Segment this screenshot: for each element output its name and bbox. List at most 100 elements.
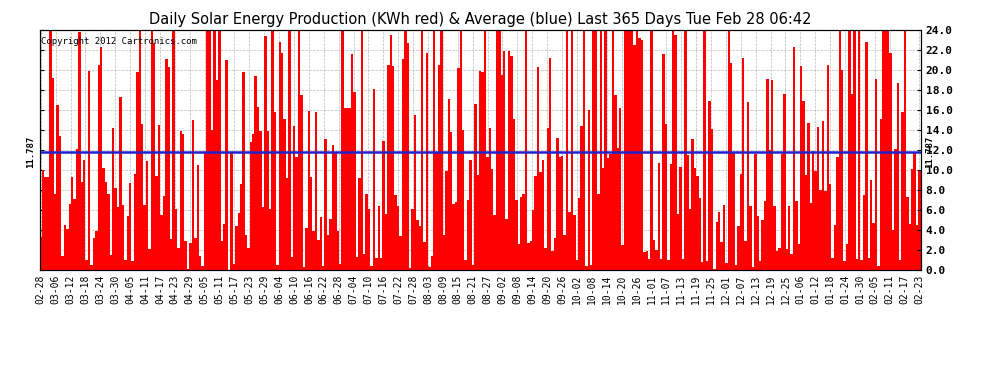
Bar	[776, 251, 778, 270]
Bar	[429, 267, 431, 270]
Bar	[790, 254, 793, 270]
Bar	[119, 97, 122, 270]
Bar	[880, 118, 882, 270]
Bar	[716, 222, 718, 270]
Bar	[713, 268, 716, 270]
Bar	[300, 95, 303, 270]
Bar	[600, 30, 602, 270]
Bar	[843, 261, 845, 270]
Bar	[412, 209, 414, 270]
Bar	[452, 204, 454, 270]
Bar	[498, 30, 501, 270]
Bar	[380, 258, 382, 270]
Bar	[76, 148, 78, 270]
Bar	[59, 136, 61, 270]
Bar	[563, 234, 566, 270]
Bar	[904, 30, 906, 270]
Bar	[660, 259, 662, 270]
Bar	[515, 200, 518, 270]
Bar	[725, 263, 728, 270]
Bar	[877, 266, 880, 270]
Bar	[61, 255, 63, 270]
Bar	[749, 206, 751, 270]
Bar	[450, 132, 452, 270]
Bar	[346, 108, 348, 270]
Bar	[708, 101, 711, 270]
Bar	[682, 258, 684, 270]
Bar	[327, 235, 330, 270]
Bar	[175, 209, 177, 270]
Bar	[83, 159, 85, 270]
Bar	[751, 267, 754, 270]
Bar	[85, 260, 88, 270]
Bar	[479, 71, 481, 270]
Bar	[80, 182, 83, 270]
Bar	[211, 130, 214, 270]
Bar	[728, 30, 730, 270]
Bar	[850, 94, 853, 270]
Bar	[768, 150, 771, 270]
Bar	[150, 30, 153, 270]
Bar	[337, 231, 339, 270]
Bar	[556, 138, 558, 270]
Bar	[469, 160, 471, 270]
Bar	[824, 191, 827, 270]
Bar	[419, 226, 421, 270]
Bar	[63, 225, 66, 270]
Bar	[862, 195, 865, 270]
Bar	[503, 51, 506, 270]
Bar	[281, 53, 283, 270]
Bar	[464, 260, 467, 270]
Bar	[240, 184, 243, 270]
Bar	[919, 171, 921, 270]
Bar	[901, 112, 904, 270]
Bar	[348, 108, 351, 270]
Bar	[310, 177, 313, 270]
Bar	[462, 130, 464, 270]
Bar	[303, 267, 305, 270]
Bar	[496, 30, 498, 270]
Bar	[162, 196, 165, 270]
Bar	[795, 201, 798, 270]
Bar	[134, 174, 137, 270]
Bar	[407, 43, 409, 270]
Bar	[897, 83, 899, 270]
Bar	[443, 235, 446, 270]
Bar	[652, 240, 655, 270]
Bar	[236, 226, 238, 270]
Bar	[226, 60, 228, 270]
Bar	[484, 30, 486, 270]
Bar	[738, 226, 740, 270]
Bar	[544, 248, 546, 270]
Bar	[699, 198, 701, 270]
Bar	[590, 265, 592, 270]
Bar	[144, 206, 146, 270]
Bar	[256, 107, 259, 270]
Bar	[911, 169, 914, 270]
Bar	[875, 79, 877, 270]
Bar	[249, 142, 252, 270]
Bar	[696, 176, 699, 270]
Bar	[187, 269, 189, 270]
Bar	[78, 32, 80, 270]
Bar	[641, 40, 644, 270]
Bar	[201, 266, 204, 270]
Bar	[619, 108, 622, 270]
Bar	[842, 70, 843, 270]
Bar	[66, 229, 68, 270]
Bar	[645, 251, 647, 270]
Bar	[650, 30, 652, 270]
Bar	[261, 207, 264, 270]
Bar	[358, 178, 360, 270]
Bar	[127, 216, 129, 270]
Bar	[631, 30, 634, 270]
Bar	[723, 206, 725, 270]
Bar	[214, 30, 216, 270]
Bar	[855, 259, 858, 270]
Bar	[686, 155, 689, 270]
Bar	[221, 241, 223, 270]
Bar	[691, 139, 694, 270]
Bar	[155, 176, 157, 270]
Bar	[184, 242, 187, 270]
Bar	[254, 76, 256, 270]
